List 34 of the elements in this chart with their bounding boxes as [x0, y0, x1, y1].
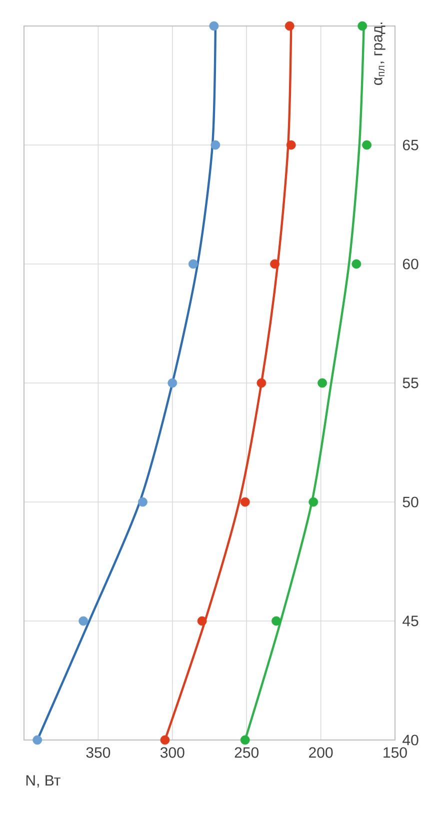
- point: [318, 378, 327, 388]
- y-tick-label: 40: [402, 734, 418, 746]
- point: [284, 21, 294, 31]
- point: [209, 21, 219, 31]
- point: [286, 140, 296, 150]
- point: [78, 616, 88, 626]
- x-tick-label: 250: [234, 747, 259, 758]
- x-axis-title: N, Вт: [26, 775, 60, 788]
- point: [270, 259, 280, 269]
- point: [138, 497, 148, 507]
- point: [240, 735, 250, 745]
- y-tick-label: 60: [402, 258, 418, 270]
- point: [256, 378, 266, 388]
- point: [210, 140, 220, 150]
- point: [168, 378, 178, 388]
- x-tick-label: 200: [309, 747, 333, 758]
- x-tick-label: 300: [160, 747, 184, 758]
- y-tick-label: 50: [402, 496, 418, 508]
- point: [362, 140, 372, 150]
- point: [358, 21, 368, 31]
- y-axis-title: α$_{пл}$, град.: [374, 22, 386, 85]
- point: [272, 616, 281, 626]
- point: [308, 497, 318, 507]
- y-tick-label: 45: [402, 616, 418, 626]
- y-tick-label: 65: [402, 140, 418, 150]
- point: [352, 259, 362, 269]
- point: [197, 616, 207, 626]
- point: [240, 497, 250, 507]
- point: [160, 735, 170, 745]
- y-tick-label: 55: [402, 378, 418, 388]
- point: [32, 735, 42, 745]
- x-tick-label: 150: [384, 747, 407, 758]
- x-tick-label: 350: [86, 747, 110, 758]
- point: [188, 259, 198, 269]
